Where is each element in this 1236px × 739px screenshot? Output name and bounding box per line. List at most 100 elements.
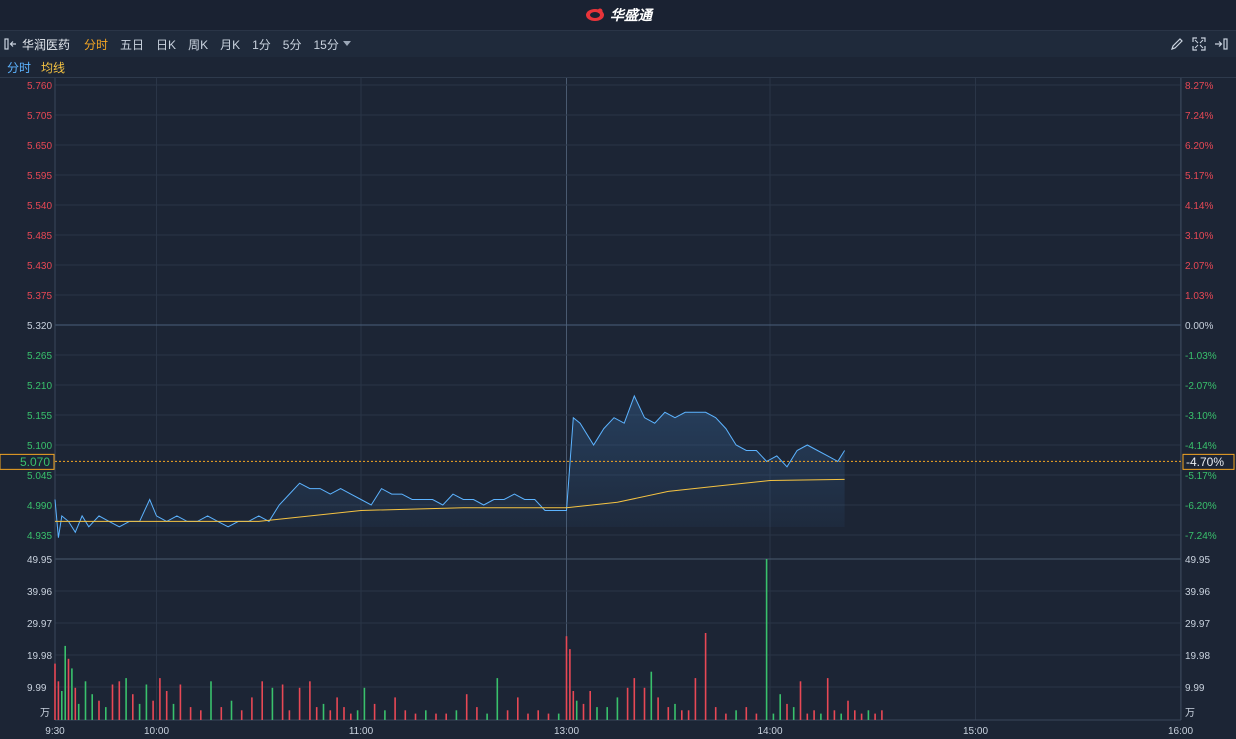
volume-bar — [465, 694, 468, 720]
tab-minute[interactable]: 分时 — [84, 37, 109, 52]
volume-bar — [425, 710, 427, 720]
volume-bar — [547, 713, 550, 720]
volume-bar — [455, 710, 458, 720]
price-line — [54, 394, 846, 538]
time-tick-label: 13:00 — [554, 726, 579, 737]
volume-tick-label: 49.95 — [27, 555, 52, 566]
pct-tick-label: 2.07% — [1185, 261, 1213, 272]
fullscreen-icon[interactable] — [1192, 37, 1206, 51]
volume-bar — [616, 697, 619, 720]
volume-bar — [874, 713, 876, 720]
chart-legend: 分时 均线 — [0, 58, 1236, 78]
volume-bar — [799, 681, 802, 720]
volume-bar — [118, 681, 121, 720]
volume-bar — [833, 710, 836, 720]
volume-bar — [565, 636, 568, 720]
volume-bar — [667, 707, 670, 720]
brand-logo: 华盛通 — [584, 5, 652, 25]
price-tick-label: 5.375 — [27, 291, 52, 302]
tab-weekly-k[interactable]: 周K — [188, 37, 209, 52]
price-tick-label: 5.760 — [27, 81, 52, 92]
volume-bar — [200, 710, 202, 720]
pct-tick-label: 6.20% — [1185, 141, 1213, 152]
volume-bar — [404, 710, 407, 720]
pct-tick-label: -2.07% — [1185, 381, 1217, 392]
volume-bar — [557, 713, 560, 720]
volume-tick-label: 19.98 — [27, 651, 52, 662]
legend-minute-line: 分时 — [7, 61, 32, 75]
volume-bar — [125, 678, 127, 720]
volume-bar — [271, 687, 274, 720]
volume-bar — [806, 713, 809, 720]
crosshair-pct-label: -4.70% — [1186, 455, 1224, 469]
volume-bar — [643, 687, 646, 720]
volume-tick-label: 29.97 — [1185, 619, 1210, 630]
volume-bar — [322, 703, 325, 720]
tab-five-day[interactable]: 五日 — [120, 37, 145, 52]
volume-bar — [288, 710, 291, 720]
volume-bar — [854, 710, 856, 720]
price-tick-label: 4.990 — [27, 501, 52, 512]
pct-tick-label: 3.10% — [1185, 231, 1213, 242]
average-line — [55, 478, 845, 522]
price-tick-label: 5.705 — [27, 111, 52, 122]
volume-bar — [71, 668, 73, 720]
volume-bar — [633, 678, 636, 720]
tab-monthly-k[interactable]: 月K — [220, 37, 241, 52]
tab-15min-dropdown[interactable]: 15分 — [313, 36, 351, 53]
legend-average-line: 均线 — [41, 61, 66, 75]
crosshair-price-label: 5.070 — [20, 455, 50, 469]
toolbar-actions — [1170, 31, 1230, 57]
volume-bar — [606, 707, 608, 720]
pct-tick-label: 5.17% — [1185, 171, 1213, 182]
volume-bar — [189, 707, 192, 720]
volume-bar — [77, 703, 80, 720]
price-tick-label: 5.155 — [27, 411, 52, 422]
crosshair-pct-box — [1182, 453, 1235, 470]
volume-bar — [145, 684, 148, 720]
price-tick-label: 5.045 — [27, 471, 52, 482]
volume-tick-label: 29.97 — [27, 619, 52, 630]
collapse-left-icon[interactable] — [0, 31, 22, 57]
volume-bar — [694, 678, 697, 720]
price-tick-label: 5.540 — [27, 201, 52, 212]
volume-tick-label: 49.95 — [1185, 555, 1210, 566]
tab-5min[interactable]: 5分 — [282, 37, 302, 52]
brand-icon — [586, 8, 604, 21]
stock-name: 华润医药 — [22, 37, 71, 52]
tab-1min[interactable]: 1分 — [252, 37, 271, 52]
volume-bar — [281, 684, 284, 720]
volume-bar — [373, 703, 376, 720]
pencil-icon[interactable] — [1170, 37, 1184, 51]
chart-toolbar: 华润医药 分时 五日 日K 周K 月K 1分 5分 15分 — [0, 31, 1236, 57]
volume-bar — [572, 691, 575, 720]
volume-bar — [704, 633, 707, 720]
volume-bar — [165, 691, 168, 720]
time-tick-label: 10:00 — [144, 726, 169, 737]
volume-bar — [813, 710, 815, 720]
volume-bar — [847, 700, 849, 720]
volume-bar — [57, 681, 60, 720]
volume-bar — [537, 710, 539, 720]
volume-unit-label: 万 — [40, 708, 50, 719]
volume-bar — [820, 713, 822, 720]
volume-bar — [315, 707, 318, 720]
volume-bar — [67, 658, 70, 720]
volume-bar — [384, 710, 386, 720]
chevron-down-icon — [342, 41, 351, 46]
volume-bar — [98, 700, 100, 720]
tab-daily-k[interactable]: 日K — [156, 37, 177, 52]
volume-bar — [220, 707, 223, 720]
volume-tick-label: 9.99 — [1185, 683, 1205, 694]
volume-bar — [64, 645, 66, 720]
volume-bar — [210, 681, 212, 720]
volume-bar — [298, 687, 301, 720]
volume-bar — [152, 700, 154, 720]
volume-bar — [650, 671, 653, 720]
time-tick-label: 15:00 — [963, 726, 988, 737]
volume-bar — [745, 707, 748, 720]
volume-bar — [506, 710, 509, 720]
price-tick-label: 4.935 — [27, 531, 52, 542]
collapse-right-icon[interactable] — [1214, 38, 1230, 50]
